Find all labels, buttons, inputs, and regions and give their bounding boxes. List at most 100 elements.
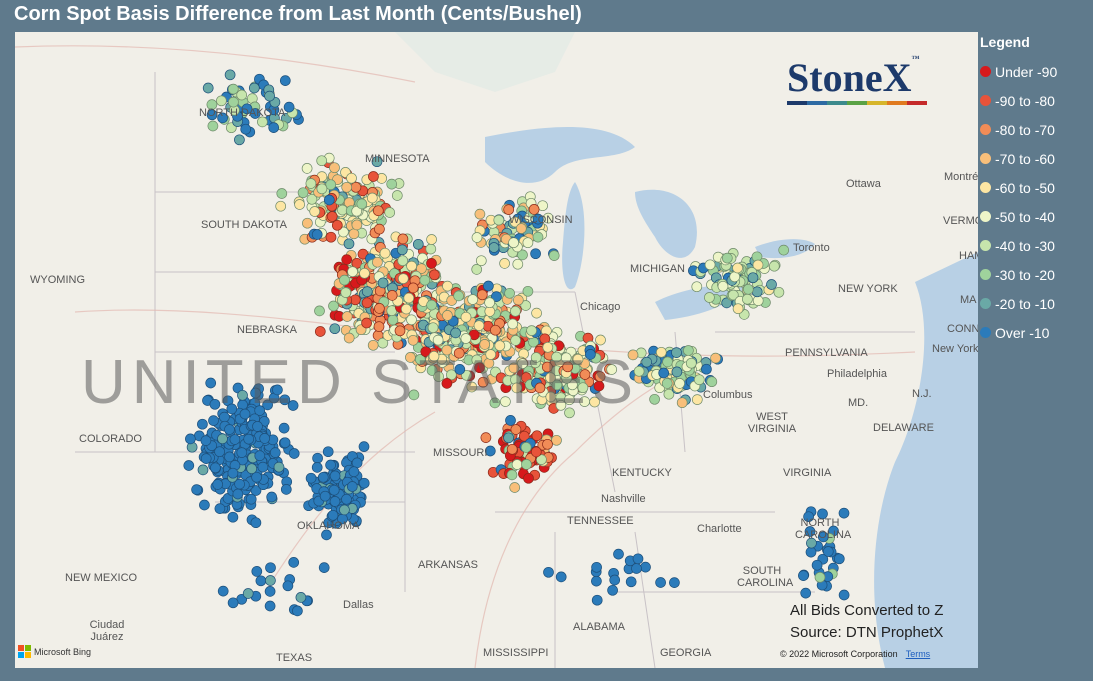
bid-point[interactable] (229, 434, 241, 445)
bid-point[interactable] (474, 208, 486, 220)
bid-point[interactable] (426, 365, 438, 376)
bid-point[interactable] (412, 238, 424, 250)
bid-point[interactable] (283, 101, 295, 113)
bid-point[interactable] (475, 255, 487, 267)
bid-point[interactable] (671, 347, 682, 358)
bid-point[interactable] (663, 388, 675, 400)
bid-point[interactable] (585, 349, 596, 360)
bid-point[interactable] (292, 605, 303, 617)
bid-point[interactable] (460, 311, 472, 323)
bid-point[interactable] (747, 272, 759, 284)
bid-point[interactable] (506, 443, 518, 455)
bid-point[interactable] (522, 285, 534, 297)
bid-point[interactable] (419, 274, 431, 286)
bid-point[interactable] (348, 466, 360, 478)
bid-point[interactable] (806, 537, 817, 549)
bid-point[interactable] (208, 415, 219, 426)
bid-point[interactable] (521, 459, 532, 470)
bid-point[interactable] (427, 322, 439, 334)
bid-point[interactable] (266, 491, 278, 503)
bid-point[interactable] (317, 471, 329, 483)
bid-point[interactable] (591, 575, 602, 587)
bid-point[interactable] (288, 448, 300, 459)
bid-point[interactable] (214, 446, 225, 458)
legend-item[interactable]: -40 to -30 (980, 231, 1090, 260)
bid-point[interactable] (309, 206, 321, 217)
bid-point[interactable] (319, 490, 331, 502)
bid-point[interactable] (197, 418, 208, 430)
bid-point[interactable] (509, 216, 521, 228)
bid-point[interactable] (372, 205, 384, 217)
bid-point[interactable] (408, 389, 420, 401)
bid-point[interactable] (279, 437, 291, 449)
bid-point[interactable] (280, 484, 292, 495)
bid-point[interactable] (450, 327, 461, 339)
bid-point[interactable] (273, 461, 285, 473)
bid-point[interactable] (721, 252, 733, 264)
bid-point[interactable] (542, 438, 553, 450)
bid-point[interactable] (805, 546, 817, 558)
bid-point[interactable] (288, 557, 300, 568)
bid-point[interactable] (339, 274, 350, 286)
bid-point[interactable] (803, 511, 814, 523)
legend-item[interactable]: -30 to -20 (980, 260, 1090, 289)
bid-point[interactable] (207, 120, 219, 132)
bid-point[interactable] (301, 163, 313, 174)
bid-point[interactable] (532, 213, 544, 225)
bid-point[interactable] (520, 300, 532, 311)
bid-point[interactable] (515, 223, 527, 234)
bid-point[interactable] (272, 384, 283, 396)
bid-point[interactable] (414, 354, 426, 365)
legend-item[interactable]: Over -10 (980, 318, 1090, 347)
bid-point[interactable] (579, 396, 590, 407)
bid-point[interactable] (397, 273, 409, 284)
bid-point[interactable] (241, 103, 253, 115)
bid-point[interactable] (234, 134, 245, 146)
bid-point[interactable] (255, 575, 267, 587)
bid-point[interactable] (359, 267, 370, 279)
bid-point[interactable] (531, 430, 543, 442)
bid-point[interactable] (432, 334, 444, 346)
bid-point[interactable] (814, 571, 826, 583)
bid-point[interactable] (591, 561, 602, 573)
bid-point[interactable] (250, 485, 262, 496)
bid-point[interactable] (742, 283, 754, 295)
bid-point[interactable] (562, 361, 574, 373)
bid-point[interactable] (227, 83, 239, 95)
bid-point[interactable] (512, 294, 524, 306)
bid-point[interactable] (316, 155, 328, 167)
bid-point[interactable] (269, 447, 281, 458)
bid-point[interactable] (674, 378, 685, 389)
bid-point[interactable] (341, 493, 352, 505)
bid-point[interactable] (811, 559, 823, 571)
bid-point[interactable] (510, 305, 521, 317)
bid-point[interactable] (428, 350, 440, 362)
bid-point[interactable] (217, 112, 228, 124)
bid-point[interactable] (676, 397, 688, 409)
bid-point[interactable] (400, 303, 412, 315)
bid-point[interactable] (551, 351, 562, 363)
bid-point[interactable] (773, 286, 785, 298)
bid-point[interactable] (518, 430, 530, 442)
bid-point[interactable] (264, 600, 276, 612)
bid-point[interactable] (245, 493, 257, 505)
bid-point[interactable] (483, 280, 494, 292)
bid-point[interactable] (526, 325, 537, 336)
bid-point[interactable] (420, 346, 432, 358)
bid-point[interactable] (210, 462, 221, 474)
bid-point[interactable] (386, 290, 398, 301)
bid-point[interactable] (685, 357, 697, 369)
bid-point[interactable] (224, 451, 235, 463)
bid-point[interactable] (239, 408, 251, 420)
bid-point[interactable] (471, 232, 483, 243)
bid-point[interactable] (752, 259, 764, 271)
bid-point[interactable] (641, 356, 653, 368)
bid-point[interactable] (479, 339, 491, 350)
bid-point[interactable] (377, 277, 389, 289)
bid-point[interactable] (251, 471, 262, 483)
bid-point[interactable] (522, 237, 534, 249)
bid-point[interactable] (227, 511, 239, 523)
bid-point[interactable] (532, 231, 544, 243)
bid-point[interactable] (403, 292, 415, 304)
bid-point[interactable] (555, 571, 567, 583)
